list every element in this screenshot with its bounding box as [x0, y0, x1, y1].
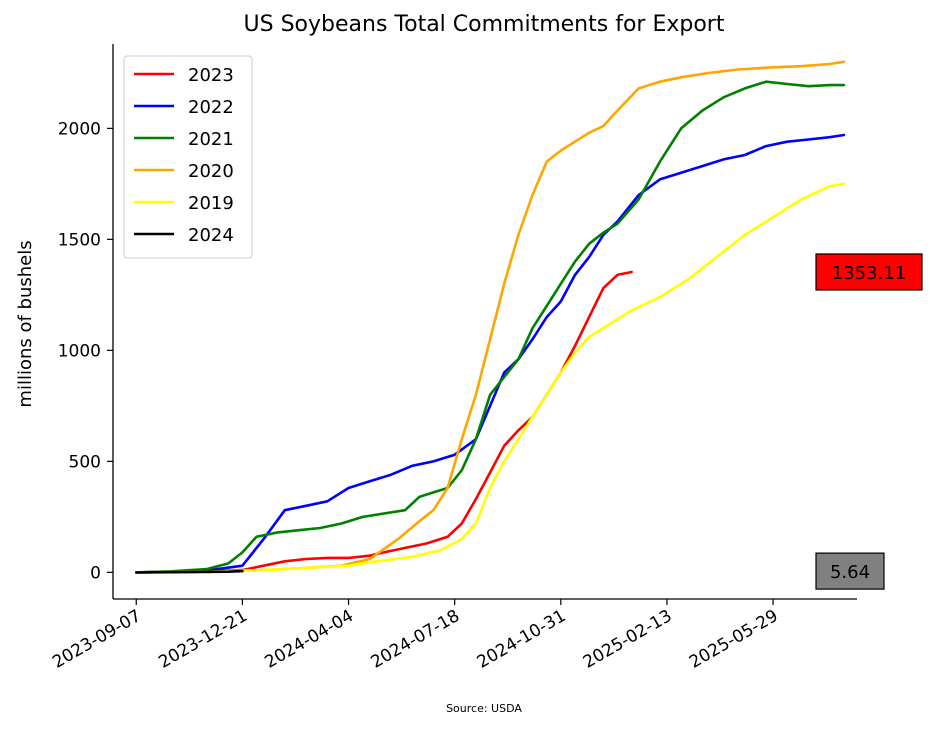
legend-label-2023: 2023	[188, 65, 234, 86]
series-line-2019	[135, 182, 846, 574]
value-badge-label: 5.64	[830, 562, 870, 583]
y-tick-label: 2000	[58, 119, 101, 139]
series-line-2024	[135, 569, 244, 574]
legend-label-2019: 2019	[188, 193, 234, 214]
x-tick-label: 2023-09-07	[49, 606, 145, 673]
legend-label-2022: 2022	[188, 97, 234, 118]
y-axis-label: millions of bushels	[15, 240, 36, 407]
y-tick-label: 1000	[58, 341, 101, 361]
series-line-2021	[135, 80, 846, 574]
legend: 2023 2022 2021 2020 2019 2024	[123, 55, 253, 259]
value-badge-5.64: 5.64	[815, 552, 885, 590]
series-line-2022	[135, 133, 846, 574]
value-badge-label: 1353.11	[832, 263, 906, 284]
x-tick-label: 2024-10-31	[474, 606, 570, 673]
x-tick-label: 2023-12-21	[155, 606, 251, 673]
value-badges: 1353.11 5.64	[815, 253, 923, 590]
legend-label-2021: 2021	[188, 129, 234, 150]
y-tick-label: 1500	[58, 230, 101, 250]
source-note: Source: USDA	[446, 702, 522, 715]
legend-label-2020: 2020	[188, 161, 234, 182]
y-tick-label: 0	[90, 563, 101, 583]
value-badge-box	[815, 552, 885, 590]
series-line-2023	[135, 270, 633, 574]
value-badge-box	[815, 253, 923, 291]
plot-area	[135, 60, 846, 574]
x-tick-label: 2024-07-18	[368, 606, 464, 673]
x-tick-label: 2024-04-04	[261, 606, 357, 673]
x-tick-label: 2025-05-29	[686, 606, 782, 673]
series-line-2020	[135, 60, 846, 574]
value-badge-1353.11: 1353.11	[815, 253, 923, 291]
y-tick-label: 500	[69, 452, 101, 472]
x-tick-label: 2025-02-13	[580, 606, 676, 673]
chart-title: US Soybeans Total Commitments for Export	[244, 12, 725, 37]
legend-label-2024: 2024	[188, 225, 234, 246]
